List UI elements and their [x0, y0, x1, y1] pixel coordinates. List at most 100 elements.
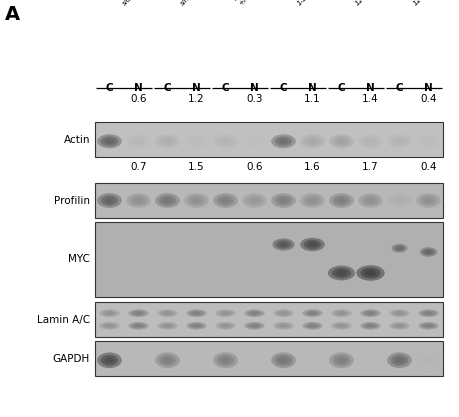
Ellipse shape	[307, 198, 317, 203]
Ellipse shape	[279, 242, 287, 247]
Text: 0.4: 0.4	[420, 162, 436, 172]
Ellipse shape	[361, 195, 378, 206]
Ellipse shape	[302, 322, 322, 330]
Ellipse shape	[221, 311, 229, 315]
Ellipse shape	[218, 323, 232, 329]
Ellipse shape	[417, 309, 438, 317]
Ellipse shape	[365, 138, 375, 144]
Ellipse shape	[358, 352, 382, 368]
Ellipse shape	[275, 240, 291, 249]
Text: 1.7: 1.7	[361, 162, 378, 172]
Bar	[95, 222, 442, 297]
Ellipse shape	[101, 195, 118, 206]
Ellipse shape	[392, 323, 406, 329]
Ellipse shape	[189, 323, 203, 329]
Ellipse shape	[423, 357, 432, 363]
Ellipse shape	[192, 311, 200, 315]
Ellipse shape	[218, 311, 232, 316]
Ellipse shape	[213, 352, 237, 368]
Text: N: N	[308, 83, 316, 93]
Ellipse shape	[361, 136, 378, 146]
Ellipse shape	[278, 198, 288, 203]
Ellipse shape	[303, 240, 320, 249]
Ellipse shape	[415, 352, 440, 368]
Ellipse shape	[104, 198, 114, 203]
Ellipse shape	[419, 195, 436, 206]
Text: GAPDH: GAPDH	[53, 354, 90, 364]
Ellipse shape	[337, 324, 345, 327]
Ellipse shape	[104, 357, 114, 363]
Ellipse shape	[99, 322, 119, 330]
Ellipse shape	[390, 195, 407, 206]
Ellipse shape	[186, 322, 206, 330]
Ellipse shape	[157, 322, 177, 330]
Ellipse shape	[131, 323, 146, 329]
Text: 0.4: 0.4	[420, 94, 436, 104]
Ellipse shape	[300, 352, 324, 368]
Text: 0.6: 0.6	[130, 94, 146, 104]
Ellipse shape	[394, 198, 403, 203]
Ellipse shape	[97, 134, 122, 148]
Ellipse shape	[246, 195, 263, 206]
Ellipse shape	[126, 134, 151, 148]
Ellipse shape	[423, 198, 432, 203]
Ellipse shape	[274, 195, 291, 206]
Ellipse shape	[305, 311, 319, 316]
Ellipse shape	[300, 193, 324, 208]
Ellipse shape	[184, 352, 208, 368]
Ellipse shape	[220, 138, 230, 144]
Ellipse shape	[162, 198, 172, 203]
Bar	[95, 302, 442, 337]
Text: C: C	[337, 83, 345, 93]
Ellipse shape	[131, 311, 146, 316]
Ellipse shape	[271, 193, 295, 208]
Text: N: N	[134, 83, 143, 93]
Ellipse shape	[215, 309, 235, 317]
Ellipse shape	[303, 355, 320, 366]
Ellipse shape	[394, 138, 403, 144]
Ellipse shape	[327, 266, 354, 280]
Ellipse shape	[356, 265, 384, 281]
Ellipse shape	[364, 270, 375, 276]
Ellipse shape	[162, 138, 172, 144]
Ellipse shape	[276, 311, 290, 316]
Ellipse shape	[274, 355, 291, 366]
Text: N: N	[192, 83, 201, 93]
Ellipse shape	[244, 322, 264, 330]
Ellipse shape	[271, 352, 295, 368]
Text: C: C	[395, 83, 403, 93]
Ellipse shape	[192, 324, 200, 327]
Ellipse shape	[365, 198, 375, 203]
Ellipse shape	[97, 193, 122, 208]
Ellipse shape	[163, 311, 171, 315]
Ellipse shape	[191, 138, 201, 144]
Ellipse shape	[191, 198, 201, 203]
Text: Profilin: Profilin	[54, 196, 90, 206]
Ellipse shape	[273, 322, 293, 330]
Ellipse shape	[308, 311, 316, 315]
Ellipse shape	[157, 309, 177, 317]
Text: C: C	[106, 83, 113, 93]
Ellipse shape	[388, 322, 409, 330]
Ellipse shape	[155, 134, 179, 148]
Ellipse shape	[102, 311, 116, 316]
Ellipse shape	[129, 136, 147, 146]
Text: Lamin A/C: Lamin A/C	[37, 314, 90, 324]
Ellipse shape	[332, 136, 349, 146]
Ellipse shape	[300, 134, 324, 148]
Ellipse shape	[278, 357, 288, 363]
Ellipse shape	[241, 193, 266, 208]
Ellipse shape	[361, 355, 378, 366]
Ellipse shape	[250, 311, 258, 315]
Ellipse shape	[305, 323, 319, 329]
Ellipse shape	[247, 323, 261, 329]
Ellipse shape	[129, 355, 147, 366]
Ellipse shape	[307, 242, 317, 247]
Ellipse shape	[134, 311, 142, 315]
Ellipse shape	[334, 311, 348, 316]
Ellipse shape	[128, 309, 148, 317]
Text: 1.6: 1.6	[303, 162, 320, 172]
Ellipse shape	[133, 138, 143, 144]
Ellipse shape	[249, 138, 259, 144]
Ellipse shape	[336, 270, 346, 276]
